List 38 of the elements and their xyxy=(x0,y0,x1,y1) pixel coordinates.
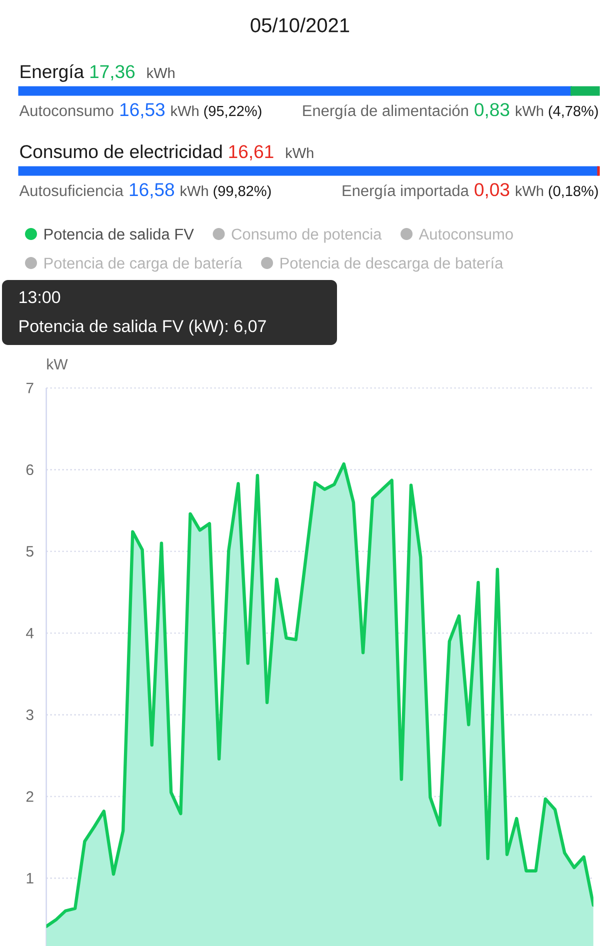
text: kWh xyxy=(180,185,208,196)
y-tick-label: 3 xyxy=(26,709,34,720)
text: kWh xyxy=(516,185,544,196)
annotation: 0,83 xyxy=(474,103,510,118)
annotation: (99,82%) xyxy=(214,185,271,199)
y-tick-label: 4 xyxy=(26,628,34,638)
text: kWh xyxy=(171,105,198,116)
y-tick-label: Energía xyxy=(20,64,84,82)
text: kWh xyxy=(516,105,544,116)
legend-label: Potencia de carga de batería xyxy=(44,257,242,272)
y-axis-title: kW xyxy=(47,358,68,370)
x-axis-title: kWh xyxy=(286,147,314,158)
y-tick-label: 5 xyxy=(26,546,34,557)
annotation: Energía importada xyxy=(342,184,469,200)
legend-label: Consumo de potencia xyxy=(232,228,382,243)
x-axis-title: kWh xyxy=(147,67,174,78)
annotation: (4,78%) xyxy=(548,105,598,119)
annotation: 16,61 xyxy=(229,145,274,160)
series-label: Autosuficiencia xyxy=(19,184,124,196)
y-tick-label: 1 xyxy=(26,873,34,884)
annotation: 0,03 xyxy=(474,183,510,198)
annotation: (0,18%) xyxy=(548,185,598,199)
annotation: 17,36 xyxy=(90,65,135,80)
annotation: (95,22%) xyxy=(204,105,262,119)
annotation: 16,53 xyxy=(120,103,165,118)
legend-label: Autoconsumo xyxy=(418,228,513,240)
text: 13:00 xyxy=(20,291,60,304)
legend-label: Potencia de salida FV xyxy=(44,228,194,240)
annotation: 16,58 xyxy=(130,183,174,198)
annotation: Energía de alimentación xyxy=(303,104,468,120)
y-tick-label: 6 xyxy=(26,464,34,476)
text: Potencia de salida FV (kW): 6,07 xyxy=(20,320,266,336)
y-tick-label: 7 xyxy=(26,382,34,394)
text: 05/10/2021 xyxy=(250,18,350,32)
legend-label: Potencia de descarga de batería xyxy=(280,257,504,272)
series-label: Autoconsumo xyxy=(19,105,114,116)
y-tick-label: Consumo de electricidad xyxy=(20,144,222,158)
y-tick-label: 2 xyxy=(26,791,34,802)
